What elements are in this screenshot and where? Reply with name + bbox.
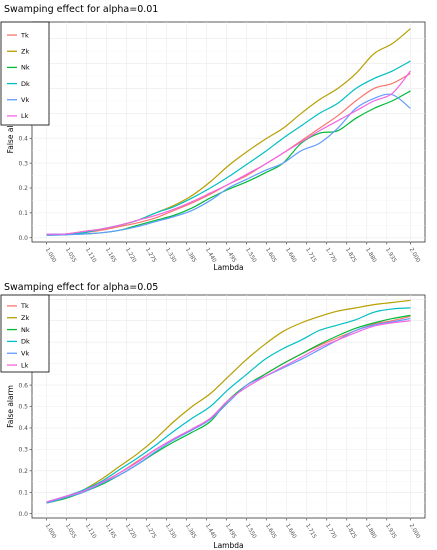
x-tick-label: 1.770 — [324, 247, 337, 264]
chart-panel-1: Swamping effect for alpha=0.01 0.0 0.1 0.2 0… — [0, 4, 426, 272]
y-tick-label: 0.3 — [18, 160, 28, 167]
chart-title: Swamping effect for alpha=0.01 — [4, 4, 158, 15]
x-tick-label: 1.385 — [184, 247, 197, 264]
series-line-lk — [46, 320, 411, 503]
x-tick-label: 1.935 — [384, 247, 397, 264]
legend-label-tk: Tk — [20, 302, 29, 310]
x-tick-label: 1.880 — [364, 523, 377, 540]
y-tick-label: 0.3 — [18, 447, 28, 454]
x-tick-label: 1.825 — [344, 247, 357, 264]
series-line-dk — [46, 307, 411, 503]
x-tick-label: 1.495 — [224, 247, 237, 264]
x-tick-label: 1.605 — [264, 523, 277, 540]
x-tick-label: 1.440 — [204, 247, 217, 264]
x-tick-label: 1.770 — [324, 523, 337, 540]
legend-label-nk: Nk — [21, 326, 30, 334]
x-tick-label: 1.165 — [104, 523, 117, 540]
x-tick-label: 1.880 — [364, 247, 377, 264]
x-tick-label: 1.330 — [164, 247, 177, 264]
x-tick-label: 1.550 — [244, 247, 257, 264]
series-line-zk — [46, 299, 411, 504]
x-tick-label: 1.715 — [304, 523, 317, 540]
x-tick-label: 1.660 — [284, 247, 297, 264]
legend: Tk Zk Nk Dk Vk Lk — [0, 294, 50, 373]
y-tick-label: 0.2 — [18, 468, 28, 475]
x-tick-label: 1.110 — [84, 247, 97, 264]
legend-box — [0, 21, 50, 126]
x-tick-label: 1.220 — [124, 523, 137, 540]
x-tick-label: 1.165 — [104, 247, 117, 264]
x-tick-label: 1.605 — [264, 247, 277, 264]
y-tick-label: 0.4 — [18, 425, 28, 432]
y-tick-label: 0.2 — [18, 185, 28, 192]
legend-label-nk: Nk — [21, 64, 30, 72]
legend-label-dk: Dk — [21, 80, 30, 88]
y-tick-label: 0.0 — [18, 235, 28, 242]
series-line-vk — [46, 317, 411, 504]
x-tick-label: 1.715 — [304, 247, 317, 264]
chart-title: Swamping effect for alpha=0.05 — [4, 282, 158, 293]
legend-label-vk: Vk — [21, 350, 29, 358]
y-tick-label: 0.4 — [18, 135, 28, 142]
x-tick-label: 1.275 — [144, 523, 157, 540]
x-tick-label: 1.110 — [84, 523, 97, 540]
legend-label-lk: Lk — [21, 112, 29, 120]
x-tick-label: 1.000 — [44, 247, 57, 264]
y-tick-label: 0.5 — [18, 404, 28, 411]
x-tick-label: 1.550 — [244, 523, 257, 540]
series-line-lk — [46, 70, 411, 235]
x-tick-label: 1.055 — [64, 247, 77, 264]
x-tick-label: 1.825 — [344, 523, 357, 540]
x-axis-label: Lambda — [213, 541, 243, 550]
x-tick-label: 1.935 — [384, 523, 397, 540]
legend-label-lk: Lk — [21, 361, 29, 369]
plot-area — [31, 21, 426, 243]
y-tick-label: 0.1 — [18, 489, 28, 496]
x-tick-label: 1.495 — [224, 523, 237, 540]
x-tick-label: 1.330 — [164, 523, 177, 540]
legend-label-zk: Zk — [21, 48, 29, 56]
y-tick-label: 0.1 — [18, 210, 28, 217]
y-axis-label: False alarm — [6, 111, 15, 154]
x-tick-label: 1.440 — [204, 523, 217, 540]
legend-label-vk: Vk — [21, 96, 29, 104]
y-tick-label: 0.0 — [18, 511, 28, 518]
x-tick-label: 1.000 — [44, 523, 57, 540]
x-tick-label: 1.275 — [144, 247, 157, 264]
legend-label-dk: Dk — [21, 338, 30, 346]
x-tick-label: 1.055 — [64, 523, 77, 540]
legend-label-zk: Zk — [21, 314, 29, 322]
x-tick-label: 1.220 — [124, 247, 137, 264]
legend-label-tk: Tk — [20, 31, 29, 39]
y-axis-label: False alarm — [6, 385, 15, 428]
y-tick-label: 0.6 — [18, 382, 28, 389]
x-axis-label: Lambda — [213, 263, 243, 272]
x-tick-label: 1.385 — [184, 523, 197, 540]
legend-box — [0, 294, 50, 373]
x-tick-label: 2.000 — [408, 247, 421, 264]
chart-panel-2: Swamping effect for alpha=0.05 0.0 0.1 0.2 0… — [0, 282, 426, 550]
x-tick-label: 1.660 — [284, 523, 297, 540]
x-tick-label: 2.000 — [408, 523, 421, 540]
legend: Tk Zk Nk Dk Vk Lk — [0, 21, 50, 126]
